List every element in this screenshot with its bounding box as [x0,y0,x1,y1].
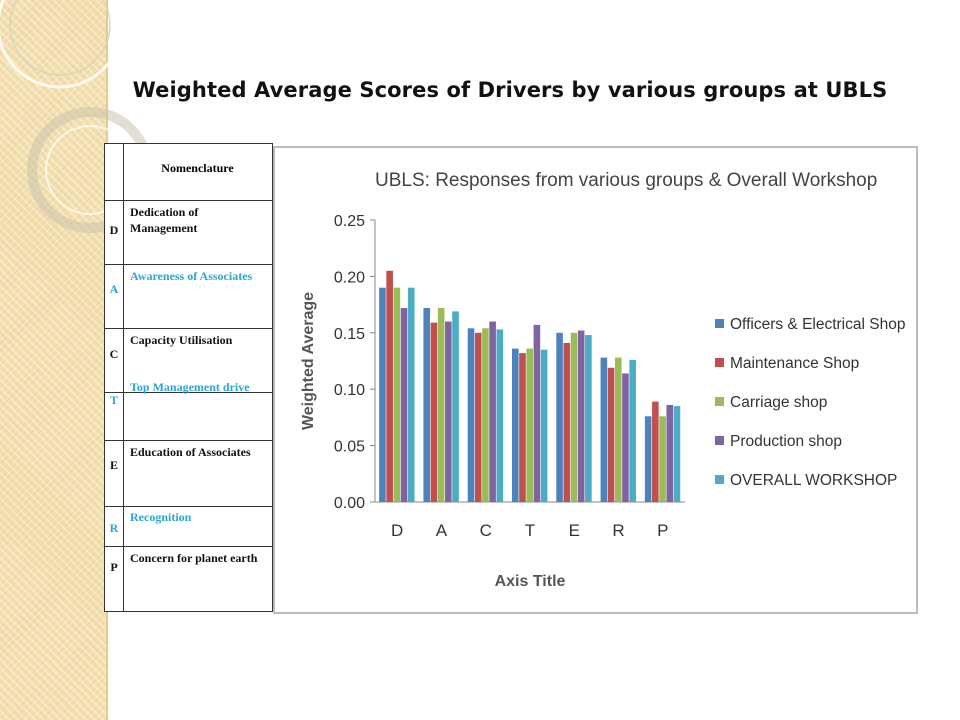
table-divider [123,144,124,611]
x-tick-label: C [480,521,492,540]
x-tick-label: R [612,521,624,540]
x-tick-label: P [657,521,668,540]
bar [577,330,585,502]
bar [386,270,393,502]
x-tick-label: T [525,521,535,540]
legend-label: Production shop [730,433,842,450]
table-row: D Dedication of Management [105,200,272,265]
row-code: D [109,223,119,237]
y-tick-label: 0.05 [334,439,365,456]
bar [526,348,533,502]
table-row: A Awareness of Associates [105,264,272,329]
bar [644,416,652,502]
legend-swatch [715,397,724,406]
bar [570,332,578,502]
bar [600,357,608,502]
bar [407,287,415,502]
x-tick-label: A [436,521,448,540]
row-label: Awareness of Associates [130,269,253,283]
table-row: R Recognition [105,506,272,547]
table-row: E Education of Associates [105,440,272,507]
row-code: E [109,458,118,472]
bar [437,307,445,502]
bar [423,307,431,502]
legend-swatch [715,436,724,445]
x-tick-label: D [391,521,403,540]
nomenclature-header: Nomenclature [161,161,234,175]
bar [379,287,386,502]
bar [666,404,674,502]
row-code: R [109,521,119,535]
row-code: P [110,560,118,574]
table-row: P Concern for planet earth [105,546,272,612]
row-code: T [109,393,118,407]
bar [614,357,622,502]
legend-swatch [715,475,724,484]
bar [585,335,592,502]
nomenclature-table: Nomenclature D Dedication of Management … [104,143,273,612]
bar [489,321,496,502]
row-label: Education of Associates [130,445,251,459]
legend-label: Maintenance Shop [730,355,859,372]
y-axis-label: Weighted Average [300,292,317,430]
table-row: C Capacity Utilisation [105,328,272,393]
bar [512,348,519,502]
bar [400,307,408,502]
bar-chart: UBLS: Responses from various groups & Ov… [300,170,905,590]
x-tick-label: E [569,521,580,540]
row-label: Concern for planet earth [130,551,258,565]
bar [445,321,452,502]
bar [607,367,615,502]
bar [540,349,548,502]
bar [533,324,541,502]
bar [629,359,636,502]
x-axis-label: Axis Title [495,573,566,590]
y-tick-label: 0.15 [334,326,365,343]
bar [430,322,438,502]
bar [519,353,526,502]
bar [452,311,459,502]
bar [467,328,475,502]
slide-title: Weighted Average Scores of Drivers by va… [132,78,888,102]
row-label: Capacity Utilisation [130,333,233,347]
row-label: Recognition [130,510,192,524]
y-tick-label: 0.10 [334,382,365,399]
bar [563,342,571,502]
y-tick-label: 0.25 [334,213,365,230]
legend-swatch [715,319,724,328]
row-code: C [109,347,119,361]
bar [556,332,563,502]
y-tick-label: 0.00 [334,495,365,512]
legend-label: Officers & Electrical Shop [730,316,905,333]
bar [474,332,482,502]
bar [482,328,489,502]
y-tick-label: 0.20 [334,269,365,286]
bar [673,406,681,502]
legend-label: Carriage shop [730,394,827,411]
bar [659,416,666,502]
chart-frame: UBLS: Responses from various groups & Ov… [273,146,918,614]
table-row: T Top Management drive [105,380,272,441]
bar [393,287,401,502]
legend-label: OVERALL WORKSHOP [730,472,897,489]
legend-swatch [715,358,724,367]
row-code: A [109,282,119,296]
bar [496,329,504,502]
bar [622,373,629,502]
bar [652,401,659,502]
row-label: Top Management drive [130,380,250,394]
row-label: Dedication of Management [130,205,199,236]
chart-title: UBLS: Responses from various groups & Ov… [375,170,877,191]
